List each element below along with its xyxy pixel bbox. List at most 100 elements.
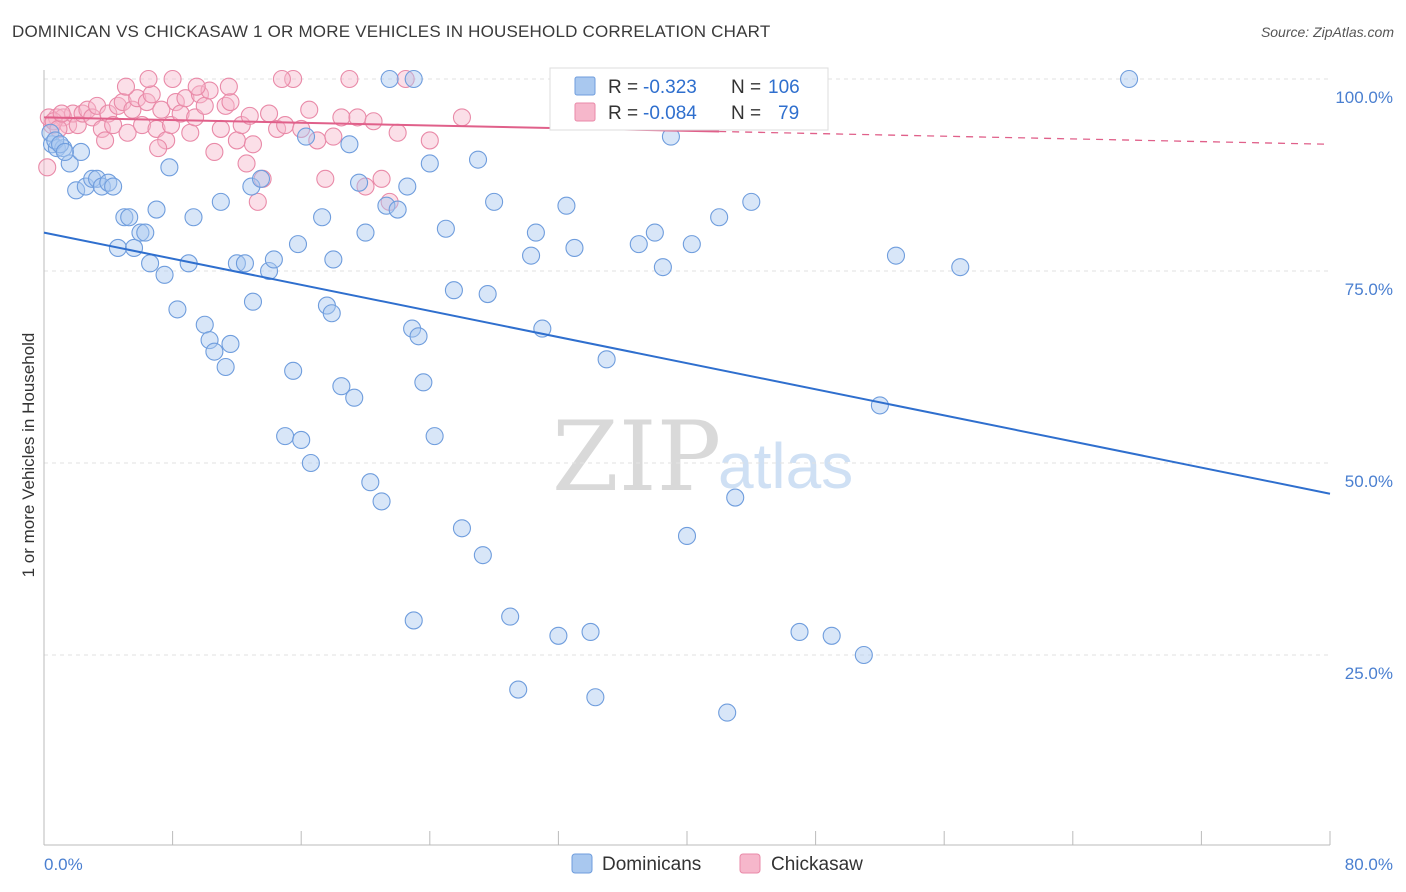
chickasaw-point [237, 154, 256, 173]
dominicans-point [120, 208, 139, 227]
legend-label-dominicans: Dominicans [602, 854, 701, 875]
y-tick-label: 25.0% [1345, 664, 1393, 683]
chickasaw-point [340, 69, 359, 89]
chickasaw-point [316, 169, 335, 188]
legend-swatch-dominicans [574, 76, 596, 96]
dominicans-point [403, 319, 422, 338]
dominicans-point [324, 250, 343, 269]
chickasaw-point [332, 108, 351, 127]
chickasaw-trend-line-extension [719, 130, 1331, 145]
dominicans-point [822, 626, 841, 645]
dominicans-point [264, 250, 283, 269]
y-tick-labels: 25.0% 50.0% 75.0% 100.0% [1335, 88, 1393, 683]
legend-n-label: N = [731, 103, 761, 124]
chickasaw-point [195, 96, 214, 115]
dominicans-point [372, 492, 391, 511]
x-tick-label-max: 80.0% [1345, 855, 1393, 874]
chickasaw-point [205, 142, 224, 162]
legend-label-chickasaw: Chickasaw [771, 854, 863, 875]
dominicans-point [425, 427, 444, 446]
dominicans-point [682, 235, 701, 254]
watermark-atlas: atlas [718, 430, 853, 502]
chickasaw-point [248, 192, 267, 211]
chickasaw-point [243, 135, 263, 154]
dominicans-point [565, 238, 584, 258]
dominicans-point [629, 235, 648, 254]
dominicans-point [790, 622, 809, 642]
dominicans-point [131, 223, 150, 242]
legend-r-label: R = [608, 103, 638, 124]
chickasaw-point [128, 89, 147, 108]
chickasaw-point [92, 119, 111, 138]
legend-swatch-chickasaw [574, 102, 596, 122]
dominicans-point [356, 223, 375, 242]
dominicans-point [586, 688, 605, 707]
dominicans-point [345, 388, 364, 407]
chickasaw-point [452, 108, 472, 127]
legend-box [549, 67, 829, 131]
chickasaw-point [152, 100, 171, 119]
dominicans-point [388, 200, 407, 219]
dominicans-point [468, 150, 488, 169]
dominicans-point [420, 154, 439, 173]
chickasaw-point [113, 92, 132, 112]
legend-r-label: R = [608, 77, 638, 98]
chickasaw-point [104, 116, 123, 135]
chickasaw-point [133, 116, 152, 135]
y-tick-label: 75.0% [1345, 280, 1393, 299]
chickasaw-point [139, 69, 158, 89]
y-tick-label: 100.0% [1335, 88, 1393, 107]
dominicans-point [444, 281, 463, 300]
dominicans-point [205, 342, 224, 361]
dominicans-point [200, 331, 219, 350]
dominicans-point [313, 208, 332, 227]
y-axis-title: 1 or more Vehicles in Household [19, 333, 38, 578]
chickasaw-point [420, 131, 439, 150]
chickasaw-point [116, 77, 136, 96]
chickasaw-point [68, 116, 87, 135]
dominicans-point [653, 258, 672, 277]
dominicans-point [404, 611, 423, 630]
correlation-legend: R = -0.323 N = 106 R = -0.084 N = 79 [549, 67, 829, 131]
chickasaw-point [388, 123, 407, 142]
chickasaw-point [364, 112, 383, 131]
dominicans-point [301, 453, 320, 473]
chickasaw-point [300, 100, 319, 119]
dominicans-point [597, 350, 616, 369]
dominicans-point [377, 196, 396, 215]
dominicans-point [136, 223, 155, 242]
dominicans-point [115, 208, 134, 227]
chickasaw-point [181, 123, 200, 142]
dominicans-point [361, 473, 380, 492]
dominicans-point [870, 396, 889, 415]
dominicans-point [71, 142, 91, 162]
chickasaw-point [211, 119, 230, 138]
dominicans-point [60, 154, 79, 173]
dominicans-point [886, 246, 906, 265]
chickasaw-point [38, 158, 57, 177]
chickasaw-point [221, 92, 240, 112]
dominicans-point [677, 526, 697, 546]
dominicans-point [340, 135, 359, 154]
dominicans-point [242, 177, 261, 196]
chickasaw-point [59, 116, 78, 135]
dominicans-point [104, 177, 123, 196]
dominicans-point [726, 488, 745, 507]
dominicans-point [414, 373, 433, 392]
dominicans-point [276, 427, 295, 446]
dominicans-point [124, 238, 144, 258]
dominicans-point [141, 254, 160, 273]
dominicans-point [147, 200, 166, 219]
dominicans-point [854, 645, 873, 665]
dominicans-point [380, 69, 399, 89]
dominicans-point [67, 181, 86, 200]
dominicans-point [235, 254, 254, 273]
dominicans-point [211, 192, 230, 211]
dominicans-point [742, 192, 761, 211]
legend-n-label: N = [731, 77, 761, 98]
legend-swatch-dominicans [571, 853, 593, 874]
dominicans-point [160, 158, 179, 177]
chickasaw-point [259, 104, 279, 123]
chart-title: DOMINICAN VS CHICKASAW 1 OR MORE VEHICLE… [12, 22, 771, 41]
